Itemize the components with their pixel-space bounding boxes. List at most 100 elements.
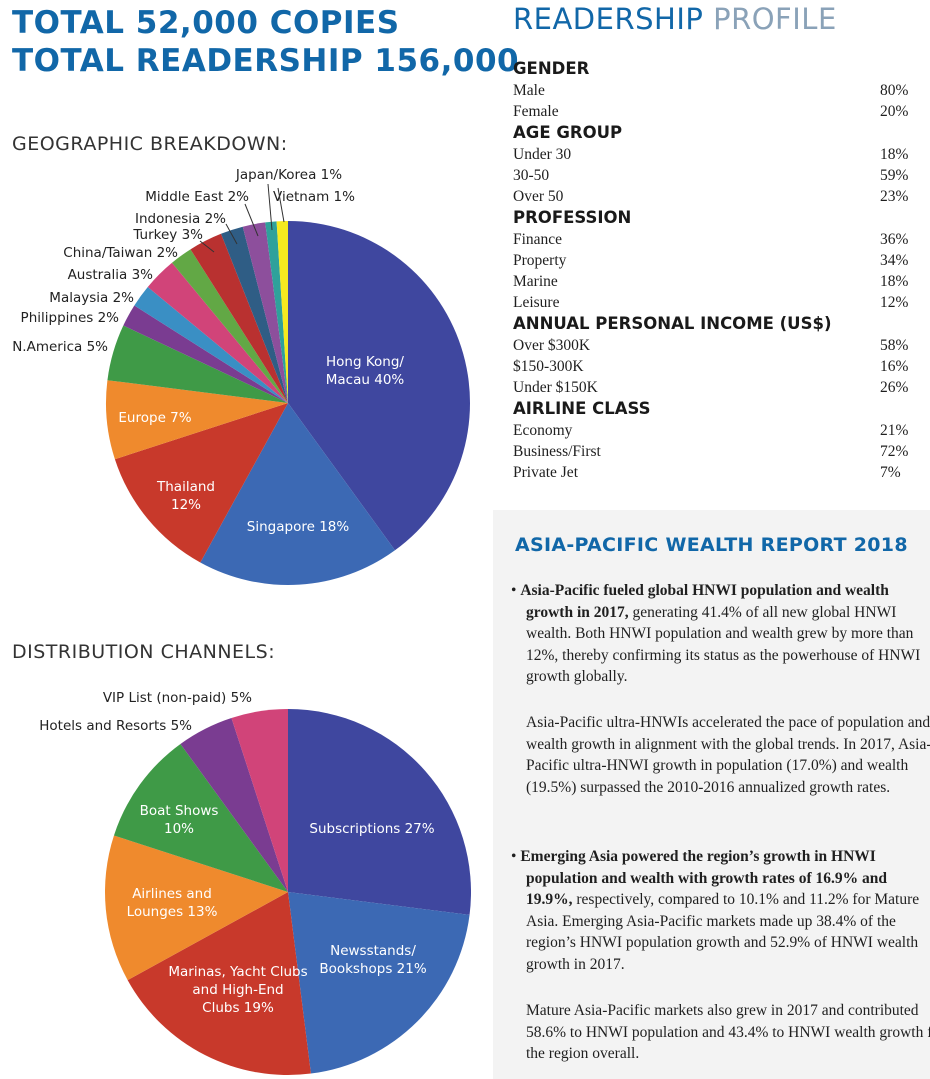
row-label: Business/First [513, 443, 601, 460]
pie-slice-philippines-2 [123, 305, 289, 403]
slice-label-middle-east-2: Middle East 2% [145, 189, 249, 205]
paragraph-2-text: Mature Asia-Pacific markets also grew in… [526, 1002, 930, 1062]
leader-line [199, 240, 215, 253]
leader-line [277, 187, 285, 223]
pie-slice-europe-7 [105, 380, 288, 460]
group-title: GENDER [513, 59, 590, 78]
wealth-report-panel: ASIA-PACIFIC WEALTH REPORT 2018 • Asia-P… [493, 510, 930, 1079]
distribution-title: DISTRIBUTION CHANNELS: [12, 641, 276, 663]
row-value: 21% [880, 422, 909, 439]
row-value: 80% [880, 82, 909, 99]
pie-slice-malaysia-2 [134, 286, 288, 403]
profile-row: Private Jet 7% [513, 462, 910, 483]
group-title: AGE GROUP [513, 123, 623, 142]
pie-slice-china-taiwan-2 [171, 249, 288, 403]
profile-row: Property 34% [513, 250, 910, 271]
slice-label-newsstands-bookshops-21: Newsstands/Bookshops 21% [319, 943, 427, 977]
slice-label-subscriptions-27: Subscriptions 27% [309, 821, 434, 837]
group-title: PROFESSION [513, 208, 632, 227]
slice-label-thailand-12: Thailand 12% [156, 479, 215, 513]
geographic-title: GEOGRAPHIC BREAKDOWN: [12, 133, 288, 155]
report-paragraph-1: Asia-Pacific ultra-HNWIs accelerated the… [511, 712, 930, 798]
row-value: 20% [880, 103, 909, 120]
row-value: 34% [880, 252, 909, 269]
profile-group-income: ANNUAL PERSONAL INCOME (US$) Over $300K 5… [513, 313, 910, 398]
slice-label-marinas-yacht-clubs-and-high-end-clubs-19: Marinas, Yacht Clubs and High-End Clubs 19… [168, 964, 307, 1016]
total-readership: TOTAL READERSHIP 156,000 [12, 43, 520, 79]
slice-label-airlines-and-lounges-13: Airlines and Lounges 13% [127, 886, 218, 920]
pie-slice-turkey-3 [190, 233, 288, 403]
bullet-1-text: generating 41.4% of all new global HNWI … [526, 603, 921, 686]
profile-group-profession: PROFESSION Finance 36% Property 34% Marine… [513, 207, 910, 313]
profile-row: Over 50 23% [513, 186, 910, 207]
row-value: 58% [880, 337, 909, 354]
slice-label-malaysia-2: Malaysia 2% [49, 290, 134, 306]
pie-slice-middle-east-2 [242, 222, 288, 403]
slice-label-europe-7: Europe 7% [118, 410, 191, 426]
pie-slice-singapore-18 [200, 403, 395, 585]
pie-slice-australia-3 [147, 262, 288, 403]
profile-group-age: AGE GROUP Under 30 18% 30-50 59% Over 50 23… [513, 122, 910, 207]
row-value: 23% [880, 188, 909, 205]
pie-slice-vietnam-1 [276, 221, 288, 403]
readership-profile: GENDER Male 80% Female 20% AGE GROUP Under… [513, 58, 910, 483]
slice-label-vip-list-non-paid-5: VIP List (non-paid) 5% [103, 690, 252, 706]
slice-label-n-america-5: N.America 5% [12, 339, 108, 355]
profile-title-profile: PROFILE [703, 2, 837, 36]
row-value: 18% [880, 146, 909, 163]
paragraph-1-text: Asia-Pacific ultra-HNWIs accelerated the… [526, 714, 930, 796]
row-label: 30-50 [513, 167, 550, 184]
row-label: Over $300K [513, 337, 591, 354]
row-value: 12% [880, 294, 909, 311]
pie-slice-marinas-yacht-clubs-and-high-end-clubs-19 [127, 892, 311, 1075]
pie-slice-n-america-5 [107, 325, 289, 403]
row-label: Under $150K [513, 379, 598, 396]
profile-row: Marine 18% [513, 271, 910, 292]
report-bullet-2: • Emerging Asia powered the region’s gro… [511, 848, 920, 973]
profile-row: Under 30 18% [513, 144, 910, 165]
total-copies: TOTAL 52,000 COPIES [12, 5, 400, 41]
leader-line [225, 223, 238, 245]
row-value: 7% [880, 464, 901, 481]
distribution-pie-chart: Subscriptions 27% Newsstands/Bookshops 21… [39, 690, 471, 1075]
profile-group-airline: AIRLINE CLASS Economy 21% Business/First 7… [513, 398, 910, 483]
totals-heading: TOTAL 52,000 COPIES TOTAL READERSHIP 156… [12, 4, 519, 80]
profile-row: Under $150K 26% [513, 377, 910, 398]
profile-title-readership: READERSHIP [513, 2, 704, 36]
row-value: 18% [880, 273, 909, 290]
profile-row: Business/First 72% [513, 441, 910, 462]
row-label: $150-300K [513, 358, 584, 375]
profile-row: 30-50 59% [513, 165, 910, 186]
report-bullet-1: • Asia-Pacific fueled global HNWI popula… [511, 582, 921, 686]
row-label: Economy [513, 422, 573, 439]
slice-label-philippines-2: Philippines 2% [21, 310, 120, 326]
pie-slice-japan-korea-1 [265, 221, 288, 403]
slice-label-vietnam-1: Vietnam 1% [273, 189, 355, 205]
profile-group-gender: GENDER Male 80% Female 20% [513, 58, 910, 122]
pie-slice-newsstands-bookshops-21 [288, 892, 470, 1074]
profile-row: Female 20% [513, 101, 910, 122]
slice-label-japan-korea-1: Japan/Korea 1% [235, 167, 342, 183]
row-label: Private Jet [513, 464, 578, 481]
profile-row: Finance 36% [513, 229, 910, 250]
row-label: Under 30 [513, 146, 572, 163]
slice-label-turkey-3: Turkey 3% [132, 227, 203, 243]
slice-label-hong-kong-macau-40: Hong Kong/Macau 40% [326, 354, 405, 388]
row-value: 26% [880, 379, 909, 396]
slice-label-china-taiwan-2: China/Taiwan 2% [63, 245, 178, 261]
slice-label-australia-3: Australia 3% [68, 267, 154, 283]
row-label: Property [513, 252, 567, 269]
report-paragraph-2: Mature Asia-Pacific markets also grew in… [511, 1000, 930, 1065]
profile-row: Over $300K 58% [513, 335, 910, 356]
report-title: ASIA-PACIFIC WEALTH REPORT 2018 [515, 534, 908, 556]
geographic-pie-chart: Hong Kong/Macau 40% Singapore 18% Thailand… [12, 167, 471, 585]
slice-label-boat-shows-10: Boat Shows 10% [140, 803, 219, 837]
pie-slice-subscriptions-27 [288, 709, 471, 915]
pie-slice-airlines-and-lounges-13 [105, 835, 289, 981]
pie-slice-hotels-and-resorts-5 [180, 717, 288, 892]
slice-label-singapore-18: Singapore 18% [247, 519, 350, 535]
pie-slice-thailand-12 [114, 403, 288, 563]
row-label: Leisure [513, 294, 560, 311]
profile-row: $150-300K 16% [513, 356, 910, 377]
pie-slice-indonesia-2 [221, 226, 288, 403]
